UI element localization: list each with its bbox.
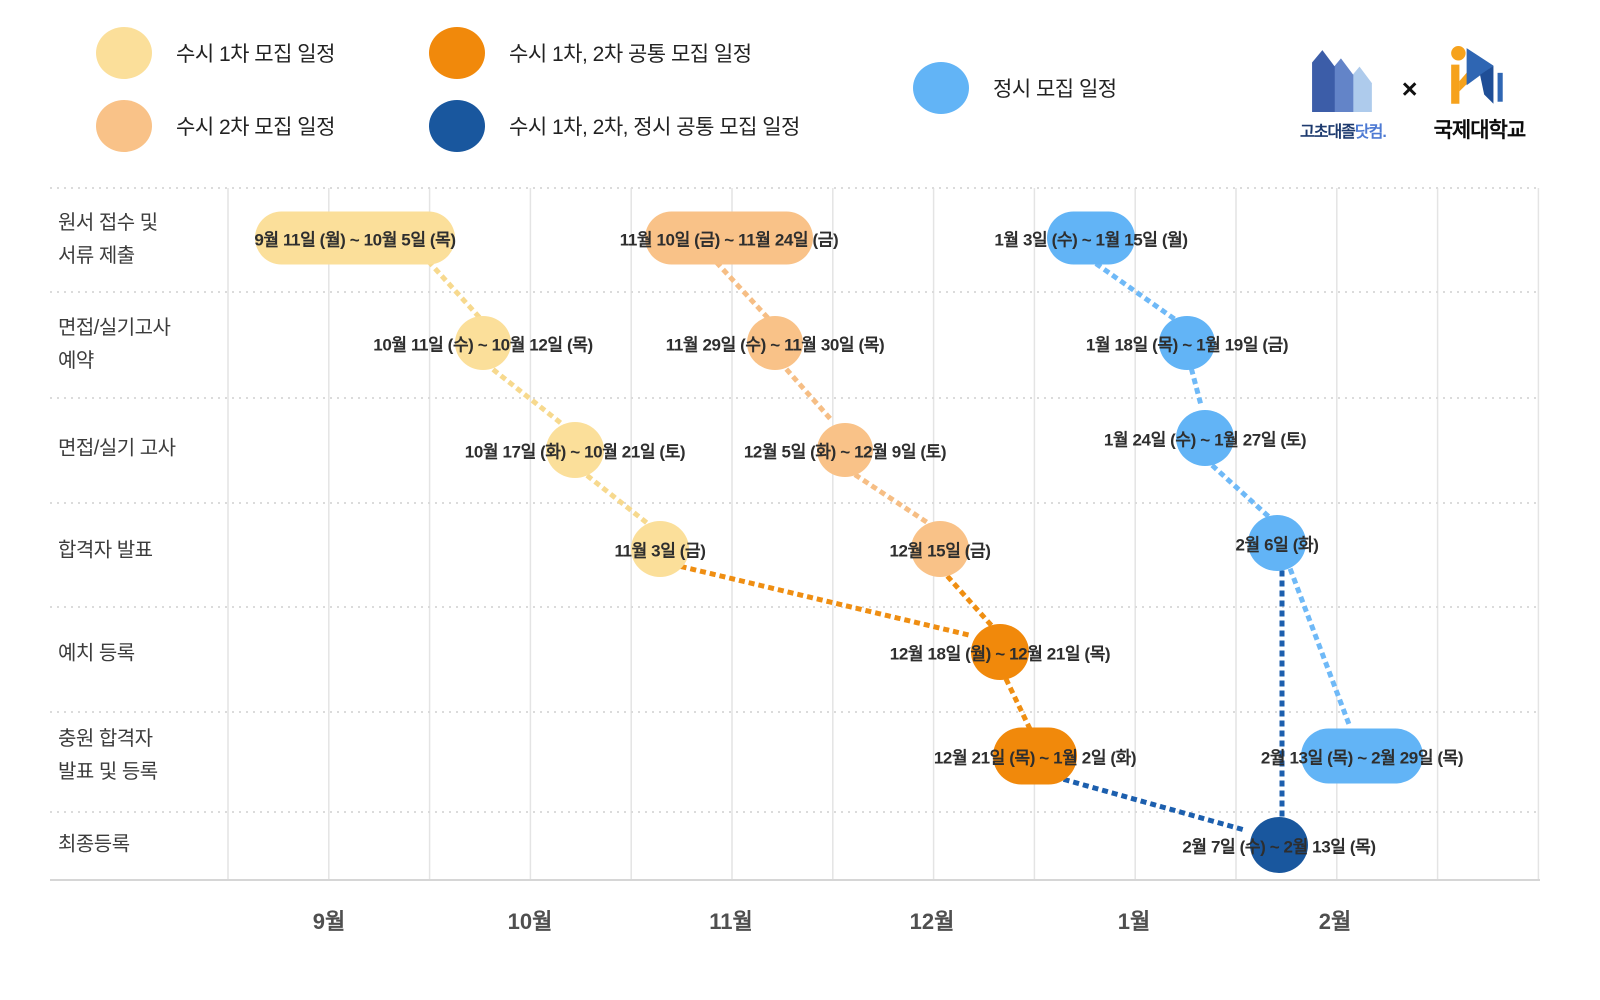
common-all-legend-dot-icon: [429, 100, 485, 152]
jeongsi-circle-marker: [1248, 515, 1306, 571]
event-date-label: 12월 21일 (목) ~ 1월 2일 (화): [933, 748, 1137, 768]
jeongsi-legend-dot-icon: [913, 62, 969, 114]
jeongsi-circle-marker: [1176, 410, 1234, 466]
legend-label: 정시 모집 일정: [993, 78, 1117, 101]
event-date-label: 2월 13일 (목) ~ 2월 29일 (목): [1260, 748, 1464, 768]
event-date-label: 11월 10일 (금) ~ 11월 24일 (금): [619, 230, 839, 250]
common_all-circle-marker: [1250, 817, 1308, 873]
jeongsi-pill-marker: [1301, 728, 1423, 784]
event-date-label: 11월 3일 (금): [614, 541, 706, 561]
common12-legend-dot-icon: [429, 27, 485, 79]
month-tick-label: 12월: [909, 909, 955, 934]
legend-label: 수시 1차, 2차, 정시 공통 모집 일정: [509, 116, 800, 139]
event-date-label: 12월 18일 (월) ~ 12월 21일 (목): [889, 644, 1111, 664]
month-tick-label: 9월: [312, 909, 346, 934]
susi1-connector-line: [491, 367, 566, 428]
month-tick-label: 10월: [507, 909, 553, 934]
common12-connector-line: [945, 574, 995, 629]
row-label-0: 원서 접수 및 서류 제출: [58, 212, 158, 267]
susi1-connector-line: [426, 259, 483, 321]
row-label-3: 합격자 발표: [58, 539, 153, 562]
event-date-label: 2월 6일 (화): [1235, 535, 1319, 555]
legend-item-susi2: 수시 2차 모집 일정: [96, 100, 335, 152]
common12-circle-marker: [971, 624, 1029, 680]
gochodaejol-logo-icon: [1311, 50, 1372, 112]
susi1-circle-marker: [546, 422, 604, 478]
university-logo-text: 국제대학교: [1433, 119, 1527, 142]
jeongsi-connector-line: [1210, 463, 1272, 520]
jeongsi-connector-line: [1287, 567, 1354, 731]
month-tick-label: 1월: [1117, 909, 1151, 934]
common12-connector-line: [679, 563, 977, 640]
row-label-5: 충원 합격자 발표 및 등록: [58, 728, 158, 783]
susi2-legend-dot-icon: [96, 100, 152, 152]
event-date-label: 12월 5일 (화) ~ 12월 9일 (토): [743, 442, 947, 462]
susi1-pill-marker: [255, 211, 455, 265]
susi2-connector-line: [853, 472, 932, 527]
gochodaejol-logo: 고초대졸닷컴.: [1300, 48, 1387, 142]
common12-connector-line: [1003, 677, 1033, 731]
jeongsi-pill-marker: [1047, 211, 1135, 265]
event-date-label: 11월 29일 (수) ~ 11월 30일 (목): [665, 335, 885, 355]
gochodaejol-logo-text: 고초대졸닷컴.: [1300, 124, 1387, 141]
legend-label: 수시 2차 모집 일정: [176, 116, 335, 139]
legend-item-common12: 수시 1차, 2차 공통 모집 일정: [429, 27, 752, 79]
event-date-label: 12월 15일 (금): [889, 541, 991, 561]
event-date-label: 10월 11일 (수) ~ 10월 12일 (목): [373, 335, 593, 355]
susi2-circle-marker: [747, 316, 803, 370]
susi2-connector-line: [784, 367, 838, 427]
susi1-legend-dot-icon: [96, 27, 152, 79]
event-date-label: 2월 7일 (수) ~ 2월 13일 (목): [1182, 837, 1376, 857]
jeongsi-circle-marker: [1159, 316, 1215, 370]
susi2-circle-marker: [911, 521, 969, 577]
row-label-1: 면접/실기고사 예약: [58, 317, 171, 372]
event-date-label: 1월 18일 (목) ~ 1월 19일 (금): [1085, 335, 1289, 355]
legend-item-susi1: 수시 1차 모집 일정: [96, 27, 335, 79]
jeongsi-connector-line: [1188, 367, 1206, 413]
row-label-4: 예치 등록: [58, 642, 135, 665]
event-date-label: 10월 17일 (화) ~ 10월 21일 (토): [464, 442, 686, 462]
collab-x-icon: ×: [1401, 73, 1418, 104]
susi2-circle-marker: [817, 423, 873, 477]
row-label-6: 최종등록: [58, 833, 130, 856]
row-label-2: 면접/실기 고사: [58, 437, 176, 460]
event-date-label: 9월 11일 (월) ~ 10월 5일 (목): [254, 230, 456, 250]
legend-label: 수시 1차 모집 일정: [176, 43, 335, 66]
university-logo-icon: [1451, 46, 1504, 104]
university-logo: 국제대학교: [1434, 46, 1526, 144]
common12-pill-marker: [993, 727, 1077, 785]
susi2-pill-marker: [645, 211, 813, 265]
susi1-circle-marker: [455, 316, 511, 370]
common_all-connector-line: [1062, 776, 1252, 835]
branding: 고초대졸닷컴. × 국제대학교: [1300, 40, 1580, 150]
susi1-connector-line: [585, 473, 651, 527]
month-tick-label: 2월: [1318, 909, 1352, 934]
legend-item-common-all: 수시 1차, 2차, 정시 공통 모집 일정: [429, 100, 800, 152]
legend-item-jeongsi: 정시 모집 일정: [913, 62, 1117, 114]
month-tick-label: 11월: [709, 909, 753, 934]
event-date-label: 1월 3일 (수) ~ 1월 15일 (월): [994, 230, 1188, 250]
event-date-label: 1월 24일 (수) ~ 1월 27일 (토): [1103, 430, 1307, 450]
legend-label: 수시 1차, 2차 공통 모집 일정: [509, 43, 752, 66]
susi1-circle-marker: [631, 521, 689, 577]
susi2-connector-line: [714, 260, 771, 321]
